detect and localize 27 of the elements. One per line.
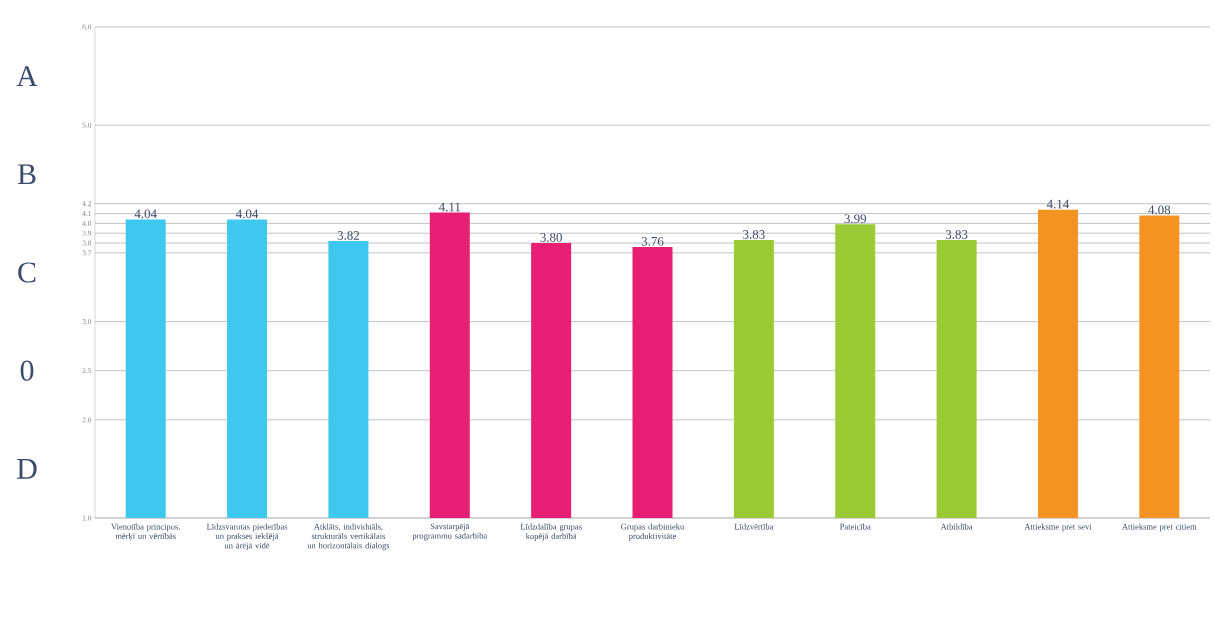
data-label: 3.83	[743, 230, 765, 239]
x-tick-label: Līdzvērtība	[734, 523, 774, 530]
x-tick-label: Savstarpējā programmu sadarbība	[412, 523, 488, 541]
x-tick-label: Vienotība principos, mērķī un vērtībās	[111, 523, 180, 541]
x-tick-label: Līdzdalība grupas kopējā darbībā	[520, 523, 582, 541]
data-label: 3.76	[641, 236, 664, 246]
text: D	[17, 459, 37, 479]
data-label: 4.04	[134, 209, 157, 219]
x-tick-label: Pateicība	[839, 523, 871, 530]
data-label: 3.99	[844, 214, 867, 224]
x-tick-label: Atklāts, individuāls, strukturāls vertikālais un horizontālais dialogs	[307, 523, 390, 551]
text: 0	[20, 360, 34, 381]
text: A	[16, 66, 38, 86]
text: C	[18, 262, 36, 283]
x-tick-label: Līdzsvarotas piederības un prakses iekšējā un ārējā vidē	[206, 523, 288, 551]
x-tick-label: Attieksme pret sevi	[1024, 523, 1092, 532]
data-label: 4.04	[235, 209, 259, 219]
data-label: 3.80	[540, 233, 562, 242]
x-tick-label: Atbildība	[940, 523, 973, 530]
x-tick-label: Grupas darbinieku produktivitāte	[621, 523, 685, 541]
data-label: 4.14	[1046, 199, 1070, 209]
x-tick-label: Attieksme pret citiem	[1122, 523, 1197, 532]
data-label: 4.08	[1148, 205, 1171, 215]
data-label: 4.11	[438, 202, 461, 212]
text: B	[17, 164, 36, 185]
data-label: 3.82	[337, 231, 360, 240]
data-label: 3.83	[945, 230, 968, 239]
